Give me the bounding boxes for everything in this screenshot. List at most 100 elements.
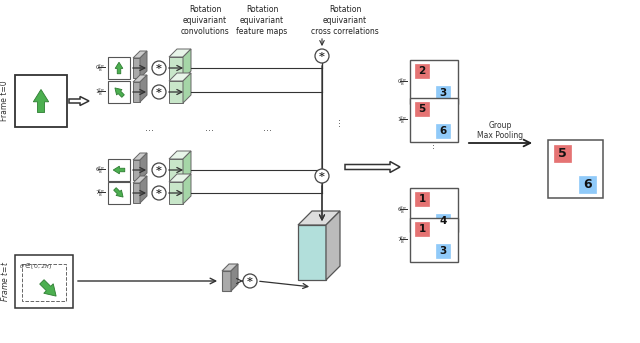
Polygon shape	[33, 90, 49, 113]
Polygon shape	[298, 225, 326, 280]
Text: *: *	[247, 276, 253, 287]
Polygon shape	[115, 88, 124, 97]
Text: ···: ···	[335, 117, 345, 126]
Text: *: *	[319, 51, 325, 62]
Polygon shape	[69, 96, 89, 106]
Bar	[415, 102, 429, 116]
Polygon shape	[133, 82, 140, 102]
Text: 3: 3	[440, 246, 447, 256]
Bar	[579, 176, 596, 193]
Bar	[410, 98, 458, 142]
Polygon shape	[169, 151, 191, 159]
Text: ···: ···	[264, 126, 273, 136]
Bar	[548, 140, 603, 198]
Bar	[436, 86, 450, 100]
Text: $\theta \in [0,2\pi)$: $\theta \in [0,2\pi)$	[19, 261, 52, 271]
Text: Rotation
equivariant
convolutions: Rotation equivariant convolutions	[180, 5, 229, 36]
Bar	[436, 124, 450, 138]
Text: 2: 2	[419, 66, 426, 76]
Polygon shape	[169, 182, 183, 204]
Text: $7\!\frac{2\pi}{8}$: $7\!\frac{2\pi}{8}$	[397, 234, 407, 246]
Bar	[415, 192, 429, 206]
Text: $1\!\frac{2\pi}{8}$: $1\!\frac{2\pi}{8}$	[397, 114, 407, 126]
Polygon shape	[140, 153, 147, 180]
Polygon shape	[345, 162, 400, 173]
Polygon shape	[140, 176, 147, 203]
Polygon shape	[169, 57, 183, 79]
Text: $6\!\frac{2\pi}{8}$: $6\!\frac{2\pi}{8}$	[95, 164, 105, 176]
Polygon shape	[115, 62, 123, 74]
Bar	[108, 81, 130, 103]
Polygon shape	[113, 166, 125, 174]
Text: Rotation
equivariant
feature maps: Rotation equivariant feature maps	[236, 5, 287, 36]
Polygon shape	[183, 73, 191, 103]
Bar	[554, 145, 571, 162]
Text: *: *	[156, 87, 162, 98]
Text: Frame $t\!=\!t$: Frame $t\!=\!t$	[0, 260, 10, 302]
Bar	[108, 182, 130, 204]
Bar	[15, 255, 73, 308]
Text: $0\!\frac{2\pi}{8}$: $0\!\frac{2\pi}{8}$	[397, 76, 407, 88]
Text: *: *	[156, 188, 162, 199]
Polygon shape	[298, 211, 340, 225]
Polygon shape	[140, 51, 147, 78]
Polygon shape	[183, 174, 191, 204]
Polygon shape	[326, 211, 340, 280]
Bar	[410, 218, 458, 262]
Text: Group
Max Pooling: Group Max Pooling	[477, 121, 523, 140]
Circle shape	[152, 163, 166, 177]
Text: $7\!\frac{2\pi}{8}$: $7\!\frac{2\pi}{8}$	[95, 187, 105, 199]
Polygon shape	[133, 153, 147, 160]
Text: *: *	[319, 171, 325, 182]
Text: Rotation
equivariant
cross correlations: Rotation equivariant cross correlations	[311, 5, 379, 36]
Text: ···: ···	[145, 126, 154, 136]
Polygon shape	[140, 75, 147, 102]
Text: 6: 6	[583, 178, 592, 191]
Polygon shape	[222, 271, 231, 291]
Circle shape	[152, 61, 166, 75]
Bar	[410, 60, 458, 104]
Text: *: *	[156, 165, 162, 176]
Polygon shape	[222, 264, 238, 271]
Bar	[108, 57, 130, 79]
Bar	[108, 159, 130, 181]
Polygon shape	[40, 280, 56, 296]
Text: ···: ···	[429, 139, 439, 147]
Bar	[410, 188, 458, 232]
Polygon shape	[133, 51, 147, 58]
Bar	[22, 264, 66, 301]
Circle shape	[152, 85, 166, 99]
Polygon shape	[133, 176, 147, 183]
Text: 1: 1	[419, 224, 426, 234]
Text: 5: 5	[558, 147, 567, 160]
Polygon shape	[169, 73, 191, 81]
Text: $1\!\frac{2\pi}{8}$: $1\!\frac{2\pi}{8}$	[95, 86, 105, 98]
Polygon shape	[133, 75, 147, 82]
Polygon shape	[183, 49, 191, 79]
Text: ···: ···	[205, 126, 214, 136]
Text: *: *	[156, 63, 162, 74]
Polygon shape	[133, 58, 140, 78]
Polygon shape	[231, 264, 238, 291]
Polygon shape	[169, 174, 191, 182]
Circle shape	[152, 186, 166, 200]
Text: $0\!\frac{2\pi}{8}$: $0\!\frac{2\pi}{8}$	[95, 62, 105, 74]
Polygon shape	[183, 151, 191, 181]
Polygon shape	[169, 81, 183, 103]
Text: 4: 4	[439, 216, 447, 226]
Circle shape	[315, 49, 329, 63]
Polygon shape	[114, 188, 123, 197]
Bar	[436, 214, 450, 228]
Text: 5: 5	[419, 104, 426, 114]
Bar	[15, 75, 67, 127]
Polygon shape	[133, 183, 140, 203]
Polygon shape	[169, 49, 191, 57]
Bar	[415, 64, 429, 78]
Text: 6: 6	[440, 126, 447, 136]
Text: Frame t=0: Frame t=0	[1, 81, 10, 121]
Text: 1: 1	[419, 194, 426, 204]
Circle shape	[315, 169, 329, 183]
Polygon shape	[169, 159, 183, 181]
Bar	[436, 244, 450, 258]
Polygon shape	[133, 160, 140, 180]
